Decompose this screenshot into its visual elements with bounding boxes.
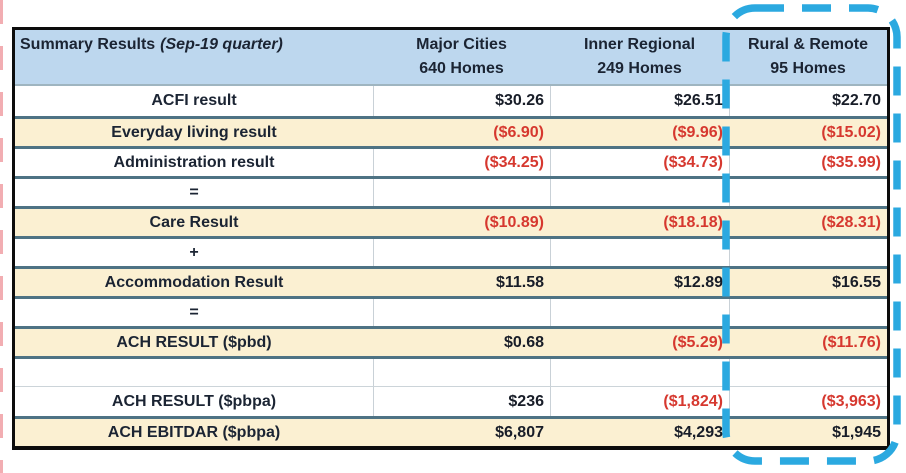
row-label: ACH RESULT ($pbpa) — [111, 392, 277, 410]
row-label: ACH RESULT ($pbd) — [116, 333, 272, 351]
table-header-row: Summary Results (Sep-19 quarter) Major Ci… — [15, 30, 887, 86]
cell-value: ($9.96) — [672, 123, 723, 141]
cell-value: ($10.89) — [484, 213, 544, 231]
cell-value: $12.89 — [674, 273, 723, 291]
row-label: ACFI result — [151, 92, 237, 109]
cell-value: $0.68 — [503, 333, 544, 351]
cell-value — [373, 359, 550, 386]
cell-value: $11.58 — [495, 273, 544, 291]
cell-value — [550, 179, 729, 206]
table-title-text: Summary Results — [20, 36, 156, 53]
column-header-sublabel: 640 Homes — [419, 60, 504, 77]
row-label: Accommodation Result — [104, 273, 284, 291]
cell-value: ($34.73) — [550, 149, 729, 176]
cell-value: ($28.31) — [821, 213, 881, 231]
cell-value — [729, 239, 887, 266]
cell-value: $22.70 — [729, 86, 887, 116]
table-row: Accommodation Result $11.58 $12.89 $16.5… — [15, 266, 887, 296]
table-title-cell: Summary Results (Sep-19 quarter) — [15, 30, 373, 84]
row-label: = — [189, 303, 199, 321]
cell-value: ($1,824) — [550, 387, 729, 416]
row-label: = — [189, 183, 199, 201]
cell-value — [550, 239, 729, 266]
row-label — [15, 359, 373, 386]
row-label: ACH EBITDAR ($pbpa) — [107, 423, 281, 441]
column-header-label: Rural & Remote — [747, 36, 869, 53]
table-title-qualifier: (Sep-19 quarter) — [160, 36, 283, 53]
table-row: ACFI result $30.26 $26.51 $22.70 — [15, 86, 887, 116]
table-row — [15, 356, 887, 386]
table-row: ACH EBITDAR ($pbpa) $6,807 $4,293 $1,945 — [15, 416, 887, 446]
cell-value — [729, 359, 887, 386]
table-row: Everyday living result ($6.90) ($9.96) (… — [15, 116, 887, 146]
cell-value — [550, 299, 729, 326]
table-body: ACFI result $30.26 $26.51 $22.70 Everyda… — [15, 86, 887, 446]
table-row: ACH RESULT ($pbd) $0.68 ($5.29) ($11.76) — [15, 326, 887, 356]
column-header-rural-remote: Rural & Remote 95 Homes — [729, 30, 887, 84]
cell-value — [550, 359, 729, 386]
summary-results-table: Summary Results (Sep-19 quarter) Major Ci… — [12, 27, 890, 450]
cell-value — [729, 299, 887, 326]
cell-value: ($18.18) — [663, 213, 723, 231]
cell-value: ($3,963) — [729, 387, 887, 416]
row-label: Administration result — [113, 153, 275, 171]
cell-value: ($5.29) — [672, 333, 723, 351]
cell-value — [373, 179, 550, 206]
row-label: Care Result — [149, 213, 239, 231]
column-header-label: Inner Regional — [583, 36, 696, 53]
cell-value — [373, 239, 550, 266]
column-header-sublabel: 95 Homes — [770, 60, 846, 77]
left-edge-red-dash-artifact — [0, 0, 3, 473]
column-header-major-cities: Major Cities 640 Homes — [373, 30, 550, 84]
column-header-inner-regional: Inner Regional 249 Homes — [550, 30, 729, 84]
cell-value: ($11.76) — [822, 333, 881, 351]
row-label: + — [189, 243, 199, 261]
table-title: Summary Results (Sep-19 quarter) — [20, 34, 283, 56]
cell-value: ($6.90) — [493, 123, 544, 141]
cell-value: ($34.25) — [373, 149, 550, 176]
table-row: Care Result ($10.89) ($18.18) ($28.31) — [15, 206, 887, 236]
row-label: Everyday living result — [111, 123, 277, 141]
table-row: Administration result ($34.25) ($34.73) … — [15, 146, 887, 176]
cell-value: $30.26 — [373, 86, 550, 116]
column-header-label: Major Cities — [416, 36, 507, 53]
table-row: = — [15, 176, 887, 206]
cell-value: $1,945 — [832, 423, 881, 441]
cell-value: ($15.02) — [821, 123, 881, 141]
table-row: ACH RESULT ($pbpa) $236 ($1,824) ($3,963… — [15, 386, 887, 416]
cell-value — [729, 179, 887, 206]
cell-value — [373, 299, 550, 326]
cell-value: $6,807 — [495, 423, 544, 441]
cell-value: ($35.99) — [729, 149, 887, 176]
table-row: + — [15, 236, 887, 266]
table-row: = — [15, 296, 887, 326]
cell-value: $236 — [373, 387, 550, 416]
cell-value: $26.51 — [550, 86, 729, 116]
cell-value: $16.55 — [832, 273, 881, 291]
cell-value: $4,293 — [674, 423, 723, 441]
column-header-sublabel: 249 Homes — [597, 60, 682, 77]
